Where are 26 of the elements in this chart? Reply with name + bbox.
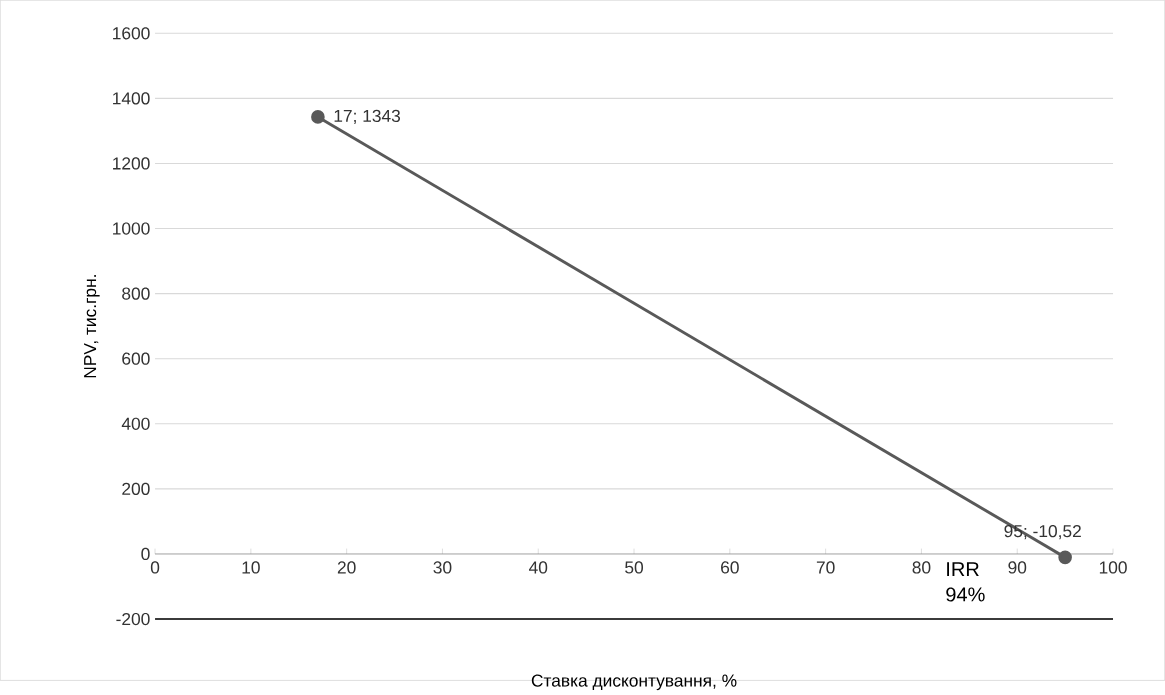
x-tick-label: 70 <box>816 561 835 574</box>
y-tick-label: 1000 <box>113 222 150 235</box>
x-tick-label: 80 <box>912 561 931 574</box>
y-tick-label: 800 <box>122 287 150 300</box>
x-tick-label: 50 <box>625 561 644 574</box>
annotation: IRR 94% <box>946 562 985 602</box>
x-axis-title: Ставка дисконтування, % <box>531 674 737 691</box>
y-tick-label: 1600 <box>113 27 150 40</box>
y-tick-label: 1200 <box>113 157 150 170</box>
data-label: 95; -10,52 <box>1004 525 1081 540</box>
x-tick-label: 30 <box>433 561 452 574</box>
y-tick-label: 400 <box>121 417 150 431</box>
y-tick-label: 0 <box>141 548 150 561</box>
x-tick-label: 20 <box>337 561 356 574</box>
y-tick-label: -200 <box>116 613 150 626</box>
x-tick-label: 0 <box>150 561 160 574</box>
y-tick-label: 200 <box>122 482 150 496</box>
y-axis-title: NPV, тис.грн. <box>84 275 100 378</box>
x-tick-label: 60 <box>721 561 739 574</box>
x-tick-label: 90 <box>1008 561 1027 574</box>
x-tick-label: 100 <box>1099 561 1127 574</box>
x-tick-label: 40 <box>528 561 548 574</box>
y-tick-label: 600 <box>122 352 150 366</box>
y-tick-label: 1400 <box>113 92 150 105</box>
data-label: 17; 1343 <box>334 109 401 125</box>
x-tick-label: 10 <box>242 561 260 574</box>
